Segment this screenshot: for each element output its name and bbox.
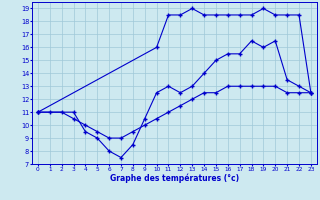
X-axis label: Graphe des températures (°c): Graphe des températures (°c) bbox=[110, 173, 239, 183]
